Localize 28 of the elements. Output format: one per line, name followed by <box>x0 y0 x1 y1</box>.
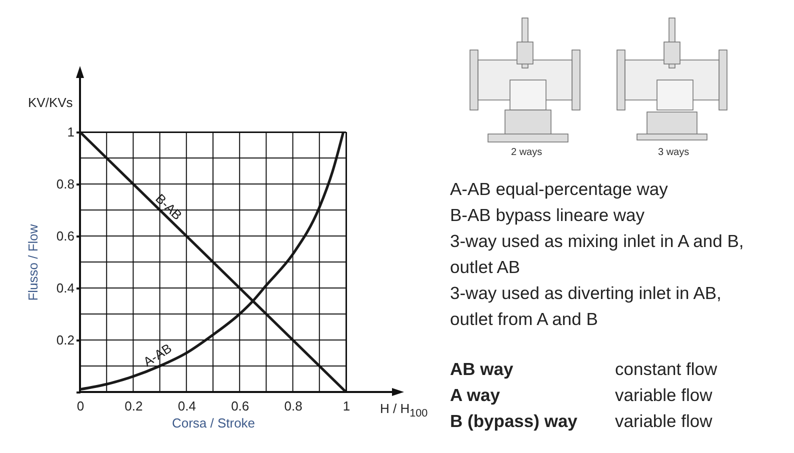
x-tick-label: 0.4 <box>178 398 196 414</box>
text: 3-way used as mixing inlet in A and B, outlet AB <box>450 230 745 279</box>
text: 2 ways <box>511 147 542 158</box>
y-tick-label: 0.6 <box>56 228 74 244</box>
x-tick-label: 1 <box>342 398 350 414</box>
text: B (bypass) way <box>450 410 578 433</box>
text: 3-way used as diverting inlet in AB, outlet from A and B <box>450 282 722 331</box>
text: H / H$_{100}$ <box>380 401 428 420</box>
text: variable flow <box>615 410 714 433</box>
text: B-AB bypass lineare way <box>450 204 646 227</box>
text: constant flow <box>615 358 718 381</box>
y-axis-title: Flusso / Flow <box>25 224 40 301</box>
text: 3 ways <box>658 147 690 158</box>
x-axis-title: Corsa / Stroke <box>172 416 256 430</box>
y-tick-label: 1 <box>67 124 74 140</box>
text: variable flow <box>615 384 714 407</box>
x-tick-label: 0.6 <box>231 398 250 414</box>
text: KV/KVs <box>28 95 73 110</box>
y-tick-label: 0.8 <box>56 176 74 192</box>
x-tick-label: 0.8 <box>284 398 302 414</box>
x-tick-label: 0.2 <box>124 398 143 414</box>
text: A way <box>450 384 501 407</box>
text: A-AB equal-percentage way <box>450 178 669 201</box>
y-tick-label: 0.2 <box>56 332 74 348</box>
text: AB way <box>450 358 514 381</box>
x-tick-label: 0 <box>76 398 84 414</box>
y-tick-label: 0.4 <box>56 280 74 296</box>
line-series <box>78 130 345 391</box>
